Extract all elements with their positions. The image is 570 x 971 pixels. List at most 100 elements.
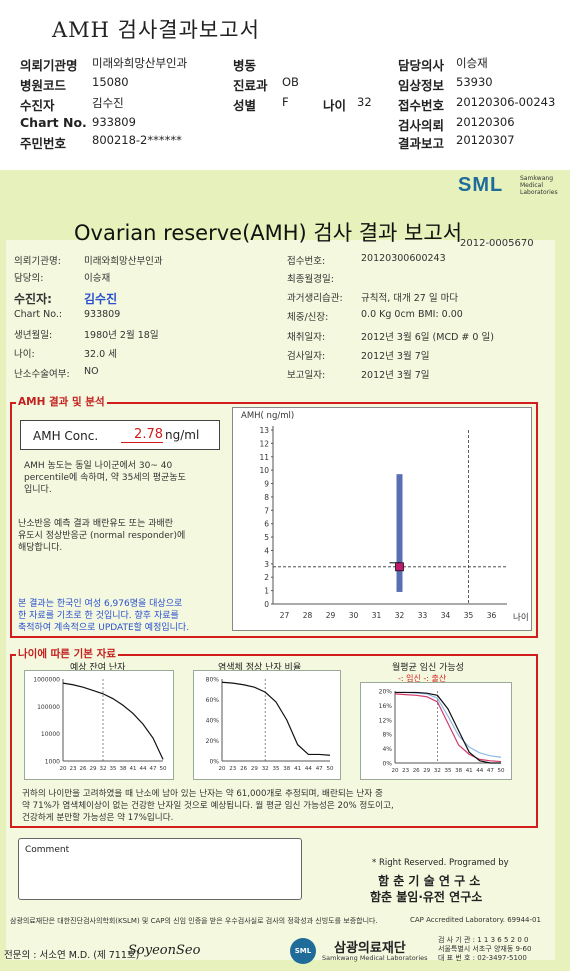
header-key: 임상정보 xyxy=(398,78,445,93)
y-tick-label: 16% xyxy=(379,703,393,710)
x-tick-label: 35 xyxy=(110,766,117,772)
prediction-line: 유도시 정상반응군 (normal responder)에 xyxy=(18,531,186,541)
analysis-line: 입니다. xyxy=(24,485,52,495)
y-axis-label: AMH( ng/ml) xyxy=(241,411,294,421)
y-tick-label: 1000000 xyxy=(33,677,60,684)
x-tick-label: 35 xyxy=(445,768,452,774)
x-tick-label: 44 xyxy=(476,768,483,774)
age-data-box xyxy=(10,654,538,828)
contact-line: 대 표 번 호 : 02-3497-5100 xyxy=(438,954,527,962)
x-tick-label: 38 xyxy=(283,766,290,772)
mini1-title: 예상 잔여 난자 xyxy=(70,663,126,673)
summary-line: 귀하의 나이만을 고려하였을 때 난소에 남아 있는 난자는 약 61,000개… xyxy=(22,789,383,799)
response-prediction-text: 난소반응 예측 결과 배란유도 또는 과배란 유도시 정상반응군 (normal… xyxy=(18,518,185,554)
info-key: 채취일자: xyxy=(287,332,326,343)
y-tick-label: 1000 xyxy=(45,759,60,766)
x-tick-label: 47 xyxy=(316,766,323,772)
header-key: 접수번호 xyxy=(398,98,445,113)
header-key: 병동 xyxy=(233,58,257,73)
x-tick-label: 38 xyxy=(455,768,462,774)
header-key: 주민번호 xyxy=(20,136,67,151)
sml-logo: SML xyxy=(458,174,504,196)
info-value: 2012년 3월 7일 xyxy=(361,370,430,381)
amh-conc-label: AMH Conc. xyxy=(33,429,99,443)
report-title: Ovarian reserve(AMH) 검사 결과 보고서 xyxy=(74,221,463,245)
notice-line: 한 자료를 기초로 한 것입니다. 향후 자료를 xyxy=(18,611,179,621)
x-tick-label: 26 xyxy=(240,766,247,772)
pregnancy-curve xyxy=(395,691,502,758)
x-tick-label: 36 xyxy=(487,611,497,620)
x-tick-label: 29 xyxy=(251,766,258,772)
x-tick-label: 32 xyxy=(100,766,107,772)
x-tick-label: 28 xyxy=(303,611,313,620)
normal-eggs-panel: 80% 60% 40% 20% 0% 20 23 26 29 32 35 38 41 44 47 50 xyxy=(193,670,341,780)
header: AMH 검사결과보고서 의뢰기관명 미래와희망산부인과 병동 담당의사 이승재 병원코드 1… xyxy=(0,0,570,170)
header-value: 800218-2****** xyxy=(92,133,182,147)
header-key: 진료과 xyxy=(233,78,268,93)
y-tick-label: 20% xyxy=(206,738,220,745)
remaining-eggs-panel: 1000000 100000 10000 1000 20 23 26 29 32 35 38 41 44… xyxy=(24,670,174,780)
rights-line: * Right Reserved. Programed by xyxy=(372,858,509,868)
patient-amh-point xyxy=(395,562,404,572)
y-tick-label: 8 xyxy=(264,493,269,502)
x-tick-label: 38 xyxy=(120,766,127,772)
normal-ratio-curve xyxy=(221,681,331,756)
x-tick-label: 44 xyxy=(140,766,147,772)
header-value: 미래와희망산부인과 xyxy=(92,56,188,70)
institute-2: 함춘 불임·유전 연구소 xyxy=(370,890,483,904)
info-value: 20120300600243 xyxy=(361,253,446,264)
x-tick-label: 27 xyxy=(280,611,290,620)
y-tick-label: 20% xyxy=(379,689,393,696)
x-tick-label: 41 xyxy=(466,768,473,774)
info-value: 미래와희망산부인과 xyxy=(84,256,163,267)
comment-label: Comment xyxy=(25,845,70,855)
notice-line: 본 결과는 한국인 여성 6,976명을 대상으로 xyxy=(18,599,183,609)
header-key: 결과보고 xyxy=(398,136,445,151)
x-tick-label: 20 xyxy=(60,766,67,772)
delivery-curve xyxy=(394,693,502,763)
contact-line: 서울특별시 서초구 양재동 9-60 xyxy=(438,945,532,953)
y-tick-label: 0% xyxy=(209,759,219,766)
x-tick-label: 23 xyxy=(402,768,409,774)
x-tick-label: 29 xyxy=(90,766,97,772)
info-value: NO xyxy=(84,366,99,377)
y-tick-label: 11 xyxy=(259,453,269,462)
eggs-curve xyxy=(62,682,164,760)
y-tick-label: 3 xyxy=(264,560,269,569)
header-value: OB xyxy=(282,75,299,89)
y-tick-label: 10000 xyxy=(41,731,60,738)
contact-info: 검 사 기 관 : 1 1 3 6 5 2 0 0 서울특별시 서초구 양재동 … xyxy=(438,936,531,963)
section-title-age: 나이에 따른 기본 자료 xyxy=(16,646,118,661)
x-tick-label: 26 xyxy=(413,768,420,774)
x-tick-label: 44 xyxy=(305,766,312,772)
info-value: 규칙적, 대개 27 일 마다 xyxy=(361,293,459,304)
info-key: 최종월경일: xyxy=(287,274,334,285)
header-value: 20120307 xyxy=(456,133,515,147)
header-key: 의뢰기관명 xyxy=(20,58,78,73)
comment-box: Comment xyxy=(18,838,302,900)
notice-text: 본 결과는 한국인 여성 6,976명을 대상으로 한 자료를 기초로 한 것입… xyxy=(18,598,189,634)
x-tick-label: 41 xyxy=(294,766,301,772)
info-key: 나이: xyxy=(14,349,35,360)
logo-sub-line: Samkwang xyxy=(520,175,553,182)
info-key: 보고일자: xyxy=(287,370,326,381)
summary-line: 약 71%가 염색체이상이 없는 건강한 난자일 것으로 예상됩니다. 월 평균… xyxy=(22,801,394,811)
header-value: 20120306-00243 xyxy=(456,95,556,109)
y-tick-label: 10 xyxy=(259,466,269,475)
header-key: 담당의사 xyxy=(398,58,445,73)
x-tick-label: 50 xyxy=(498,768,505,774)
y-tick-label: 1 xyxy=(264,587,269,596)
x-tick-label: 35 xyxy=(464,611,474,620)
y-tick-label: 5 xyxy=(264,533,269,542)
header-value: 15080 xyxy=(92,75,129,89)
summary-line: 건강하게 분만할 가능성은 약 17%입니다. xyxy=(22,813,174,823)
x-tick-label: 50 xyxy=(160,766,167,772)
info-key: 체중/신장: xyxy=(287,312,329,323)
info-value: 2012년 3월 6일 (MCD # 0 일) xyxy=(361,332,494,343)
foundation-subname: Samkwang Medical Laboratories xyxy=(322,954,428,962)
amh-conc-value: 2.78 xyxy=(121,427,163,443)
y-tick-label: 0% xyxy=(382,761,392,768)
y-tick-label: 60% xyxy=(206,697,220,704)
doctor-signature: SoyeonSeo xyxy=(128,943,201,958)
